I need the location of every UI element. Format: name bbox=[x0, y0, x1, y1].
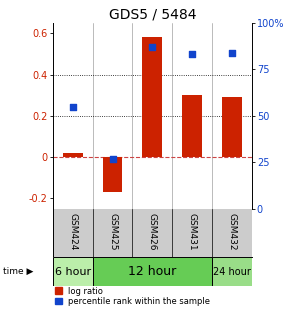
Text: time ▶: time ▶ bbox=[3, 267, 33, 276]
Legend: log ratio, percentile rank within the sample: log ratio, percentile rank within the sa… bbox=[55, 286, 210, 306]
Point bbox=[70, 104, 75, 109]
Bar bbox=[212, 257, 252, 286]
Text: GSM426: GSM426 bbox=[148, 213, 157, 251]
Text: GSM431: GSM431 bbox=[188, 213, 197, 251]
Point bbox=[190, 52, 195, 57]
Bar bbox=[142, 37, 162, 157]
Text: GSM424: GSM424 bbox=[68, 214, 77, 251]
Text: 24 hour: 24 hour bbox=[213, 267, 251, 277]
Point bbox=[230, 50, 234, 55]
Text: 6 hour: 6 hour bbox=[54, 267, 91, 277]
Point bbox=[110, 156, 115, 161]
Bar bbox=[222, 97, 242, 157]
Point bbox=[150, 44, 155, 50]
Bar bbox=[182, 95, 202, 157]
Text: GSM425: GSM425 bbox=[108, 213, 117, 251]
Bar bbox=[93, 257, 212, 286]
Bar bbox=[53, 257, 93, 286]
Text: GSM432: GSM432 bbox=[228, 213, 236, 251]
Title: GDS5 / 5484: GDS5 / 5484 bbox=[109, 8, 196, 22]
Bar bbox=[103, 157, 122, 192]
Text: 12 hour: 12 hour bbox=[128, 265, 176, 278]
Bar bbox=[63, 153, 83, 157]
